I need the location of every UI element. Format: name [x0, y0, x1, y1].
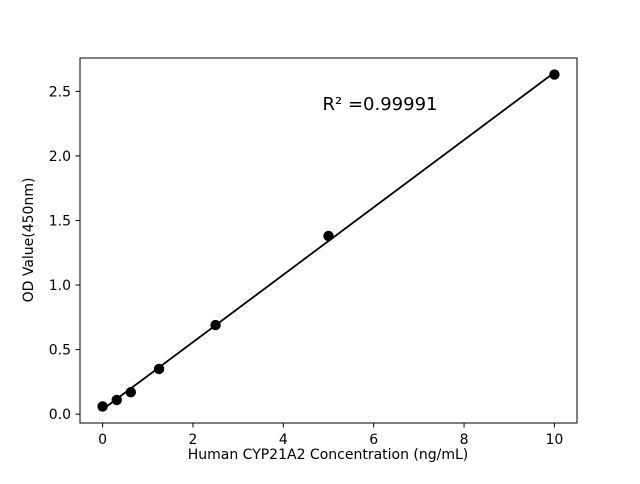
y-tick-label: 1.0	[49, 278, 71, 294]
x-tick-label: 4	[279, 432, 288, 448]
data-point	[153, 363, 165, 375]
x-tick-label: 2	[188, 432, 197, 448]
x-tick-label: 0	[98, 432, 107, 448]
data-point	[125, 387, 137, 398]
data-point	[210, 319, 221, 331]
y-tick-label: 2.0	[49, 149, 71, 165]
x-axis-ticks: 0 2 4 6 8 10	[98, 423, 563, 448]
r-squared-annotation: R² =0.99991	[323, 94, 438, 115]
x-axis-label: Human CYP21A2 Concentration (ng/mL)	[188, 447, 469, 463]
data-point	[111, 394, 122, 406]
data-point	[97, 401, 108, 412]
y-tick-label: 2.5	[49, 84, 71, 100]
y-tick-label: 0.5	[49, 343, 71, 359]
y-tick-label: 1.5	[49, 213, 71, 229]
x-tick-label: 10	[545, 432, 563, 448]
y-tick-label: 0.0	[49, 407, 71, 423]
data-point	[549, 69, 560, 80]
x-tick-label: 8	[460, 432, 469, 448]
data-point	[323, 230, 334, 242]
data-series	[97, 69, 560, 412]
y-axis-label: OD Value(450nm)	[21, 178, 37, 303]
x-tick-label: 6	[369, 432, 378, 448]
y-axis-ticks: 0.0 0.5 1.0 1.5 2.0 2.5	[49, 84, 80, 423]
plot-area	[79, 57, 578, 424]
